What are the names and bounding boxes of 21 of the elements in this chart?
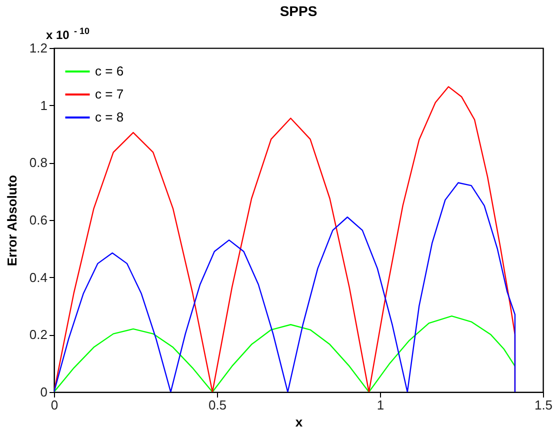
legend-label: c = 7 <box>95 86 124 102</box>
legend-label: c = 6 <box>95 64 124 78</box>
y-tick-label: 0.2 <box>29 327 48 342</box>
y-tick-label: 0.4 <box>29 270 48 285</box>
line-series <box>54 315 516 392</box>
y-tick-label: 1 <box>40 98 48 113</box>
legend-label: c = 8 <box>95 110 124 124</box>
y-tick-label: 1.2 <box>29 40 48 56</box>
x-tick-label: 0 <box>50 398 58 412</box>
line-series <box>54 86 516 392</box>
y-tick-label: 0 <box>40 384 48 400</box>
x-tick-label: 1.5 <box>534 398 553 412</box>
line-series <box>54 182 516 392</box>
y-tick-label: 0.8 <box>29 155 48 170</box>
y-tick-label: 0.6 <box>29 212 48 228</box>
x-tick-label: 1 <box>376 398 384 412</box>
x-axis-title: x <box>295 414 304 430</box>
y-axis-title: Error Absoluto <box>4 174 20 266</box>
x-tick-label: 0.5 <box>208 398 227 412</box>
text: x 10- 10 <box>46 26 90 42</box>
chart-title: SPPS <box>280 3 318 19</box>
